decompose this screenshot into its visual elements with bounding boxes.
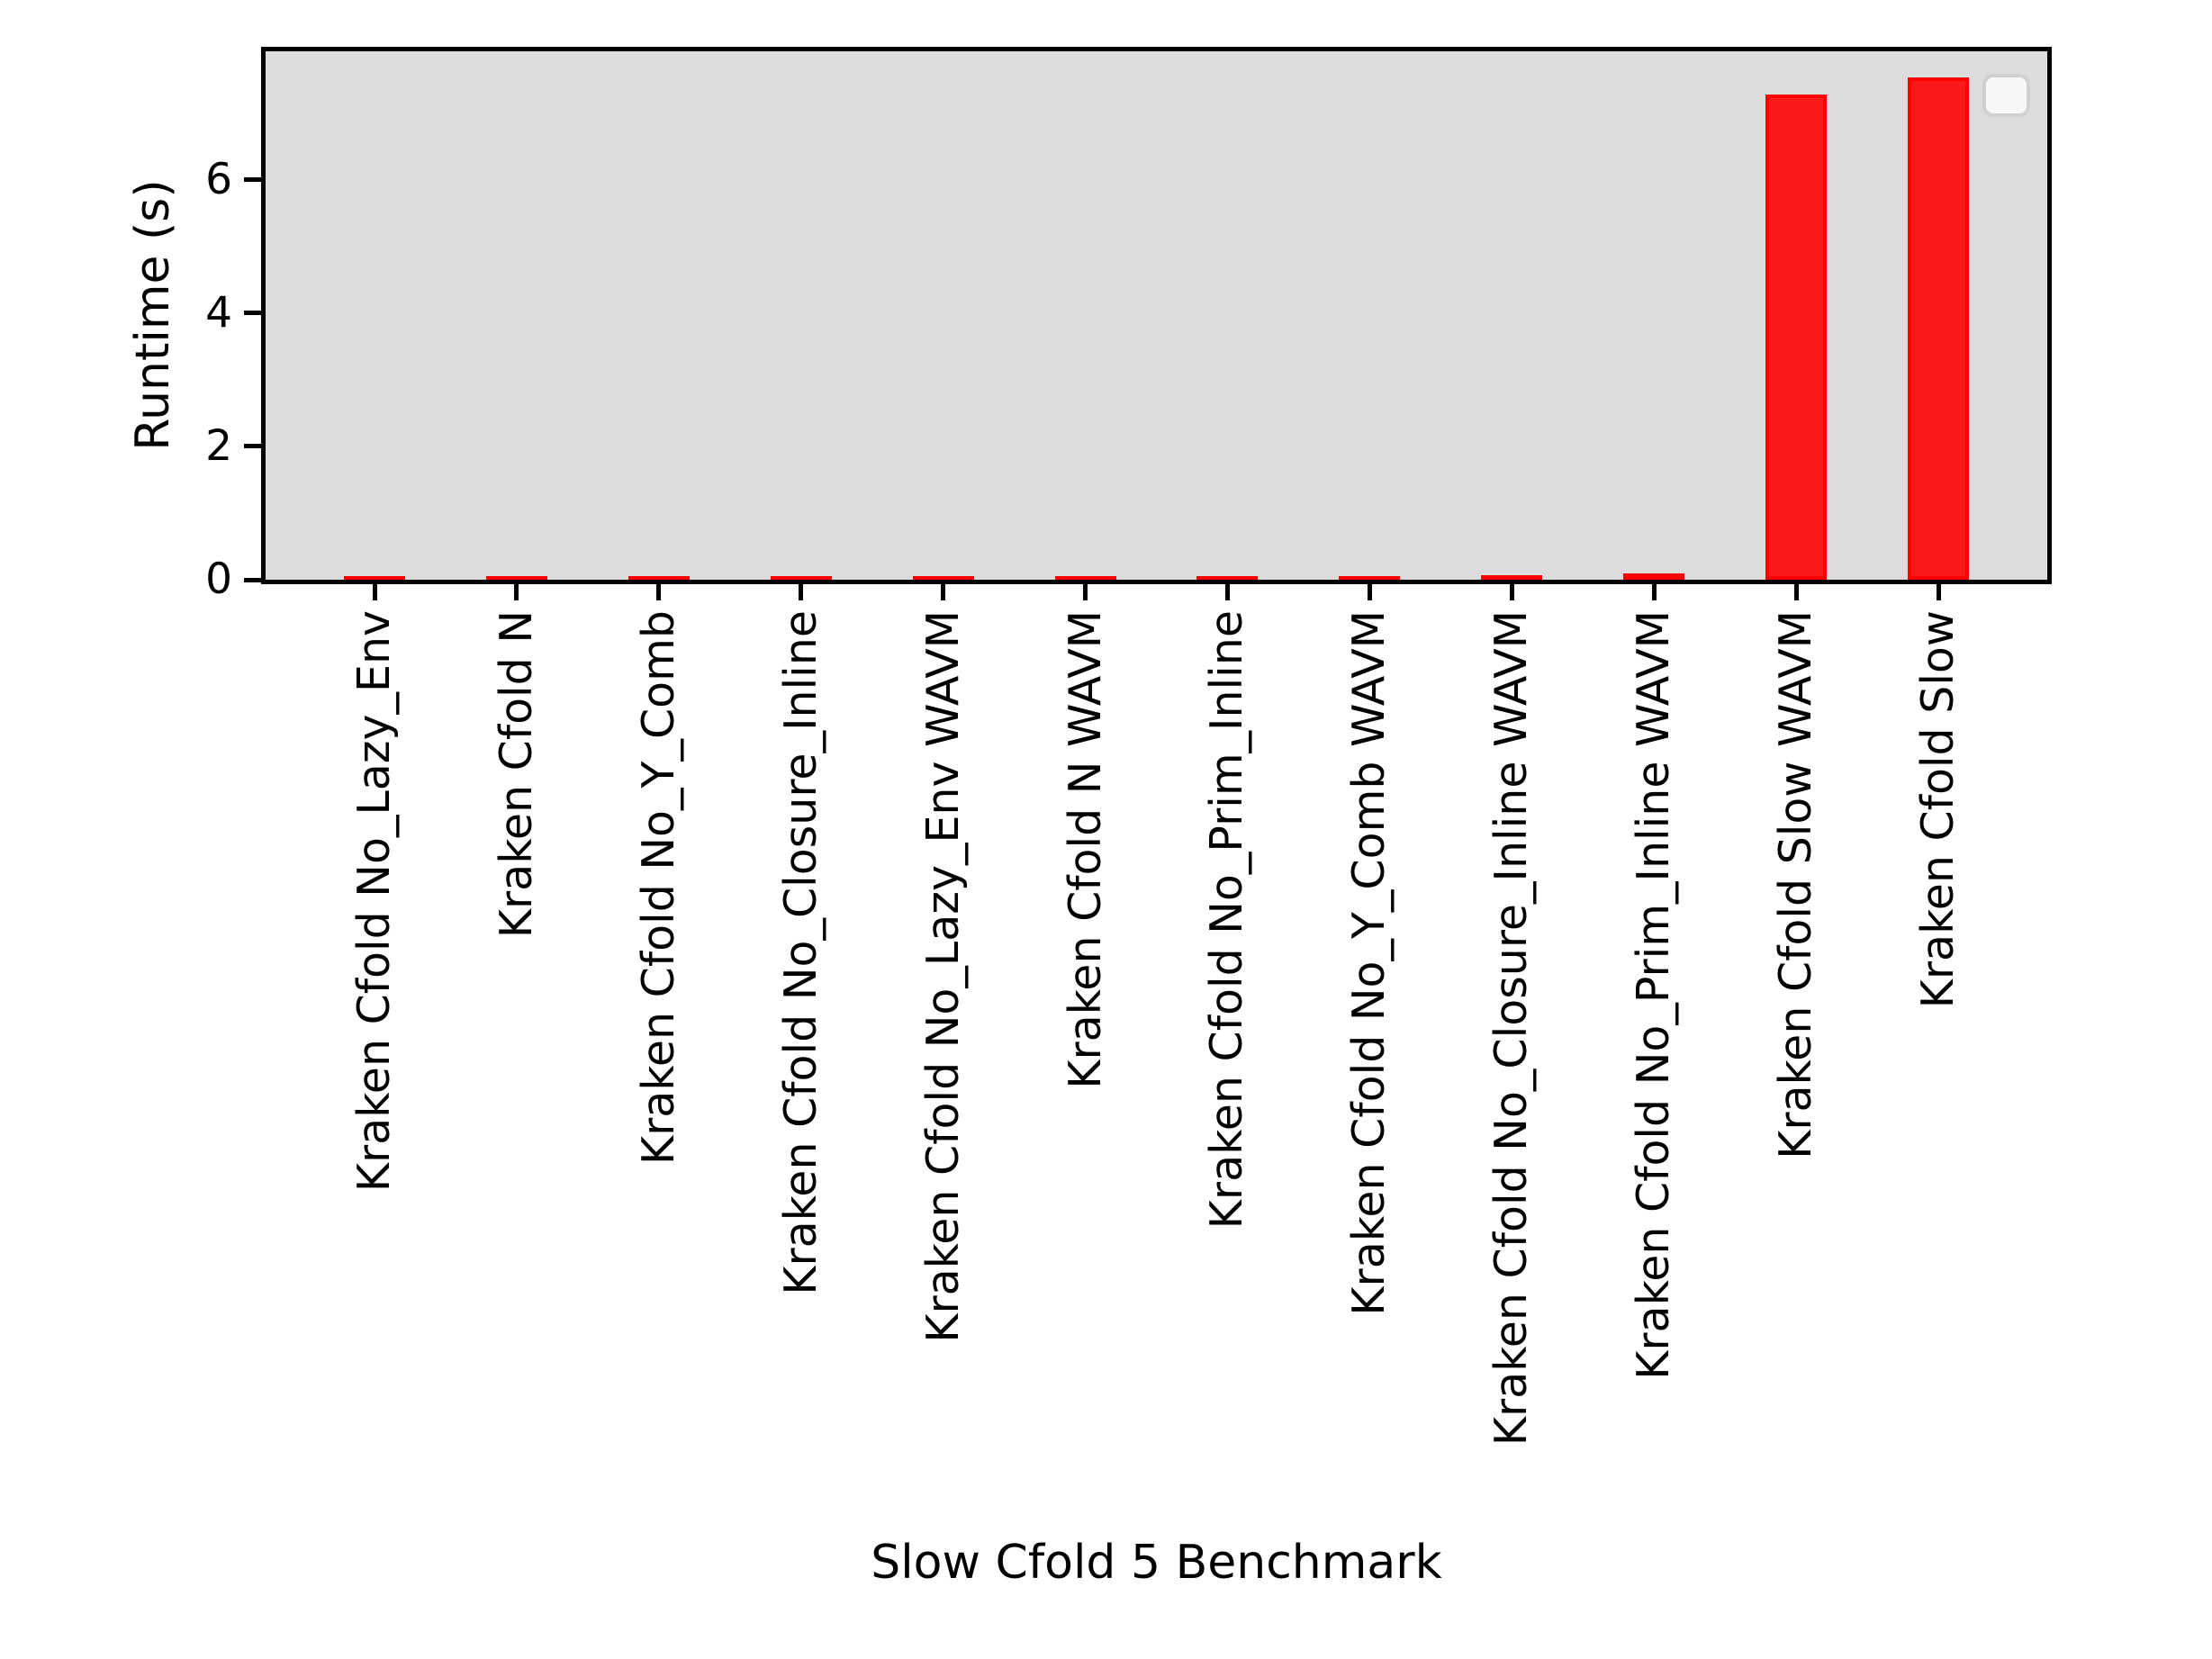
- y-tick-label: 6: [205, 154, 232, 204]
- x-tick-label: Kraken Cfold Slow: [1912, 610, 1964, 1009]
- x-tick-label: Kraken Cfold No_Lazy_Env: [348, 610, 400, 1193]
- x-tick-mark: [656, 584, 662, 600]
- x-tick-mark: [514, 584, 519, 600]
- bar: [627, 576, 690, 580]
- bar: [485, 576, 547, 580]
- x-tick-mark: [1651, 584, 1657, 600]
- bar: [344, 576, 405, 580]
- x-tick-mark: [799, 584, 804, 600]
- y-tick-mark: [244, 444, 261, 449]
- x-tick-label: Kraken Cfold No_Y_Comb: [632, 610, 684, 1166]
- bar: [770, 576, 832, 580]
- x-tick-mark: [1936, 584, 1941, 600]
- bar: [1339, 575, 1401, 580]
- x-tick-mark: [1793, 584, 1799, 600]
- plot-area: [261, 47, 2052, 584]
- x-tick-label: Kraken Cfold No_Closure_Inline: [774, 610, 826, 1295]
- bar: [912, 575, 974, 580]
- x-tick-mark: [1367, 584, 1372, 600]
- bar: [1196, 575, 1259, 580]
- x-axis-label: Slow Cfold 5 Benchmark: [871, 1536, 1442, 1590]
- x-tick-mark: [372, 584, 377, 600]
- x-tick-mark: [1509, 584, 1514, 600]
- y-tick-mark: [244, 177, 261, 183]
- y-tick-mark: [244, 311, 261, 316]
- bar: [1481, 574, 1543, 580]
- x-tick-label: Kraken Cfold Slow WAVM: [1770, 610, 1822, 1159]
- x-tick-label: Kraken Cfold No_Prim_Inline: [1201, 610, 1253, 1230]
- bar: [1765, 95, 1828, 580]
- x-tick-label: Kraken Cfold No_Prim_Inline WAVM: [1628, 610, 1680, 1380]
- legend-box: [1982, 74, 2030, 117]
- bar: [1054, 575, 1116, 580]
- x-tick-label: Kraken Cfold N: [490, 610, 542, 939]
- y-tick-label: 0: [205, 555, 232, 604]
- bar: [1623, 573, 1685, 580]
- x-tick-mark: [941, 584, 946, 600]
- y-tick-label: 4: [205, 287, 232, 338]
- bar: [1908, 77, 1969, 580]
- y-tick-label: 2: [205, 420, 232, 471]
- x-tick-mark: [1083, 584, 1088, 600]
- x-tick-label: Kraken Cfold No_Closure_Inline WAVM: [1485, 610, 1538, 1447]
- y-tick-mark: [244, 577, 261, 582]
- x-tick-label: Kraken Cfold No_Y_Comb WAVM: [1343, 610, 1395, 1316]
- x-tick-mark: [1224, 584, 1230, 600]
- x-tick-label: Kraken Cfold N WAVM: [1059, 610, 1111, 1089]
- x-tick-label: Kraken Cfold No_Lazy_Env WAVM: [916, 610, 969, 1343]
